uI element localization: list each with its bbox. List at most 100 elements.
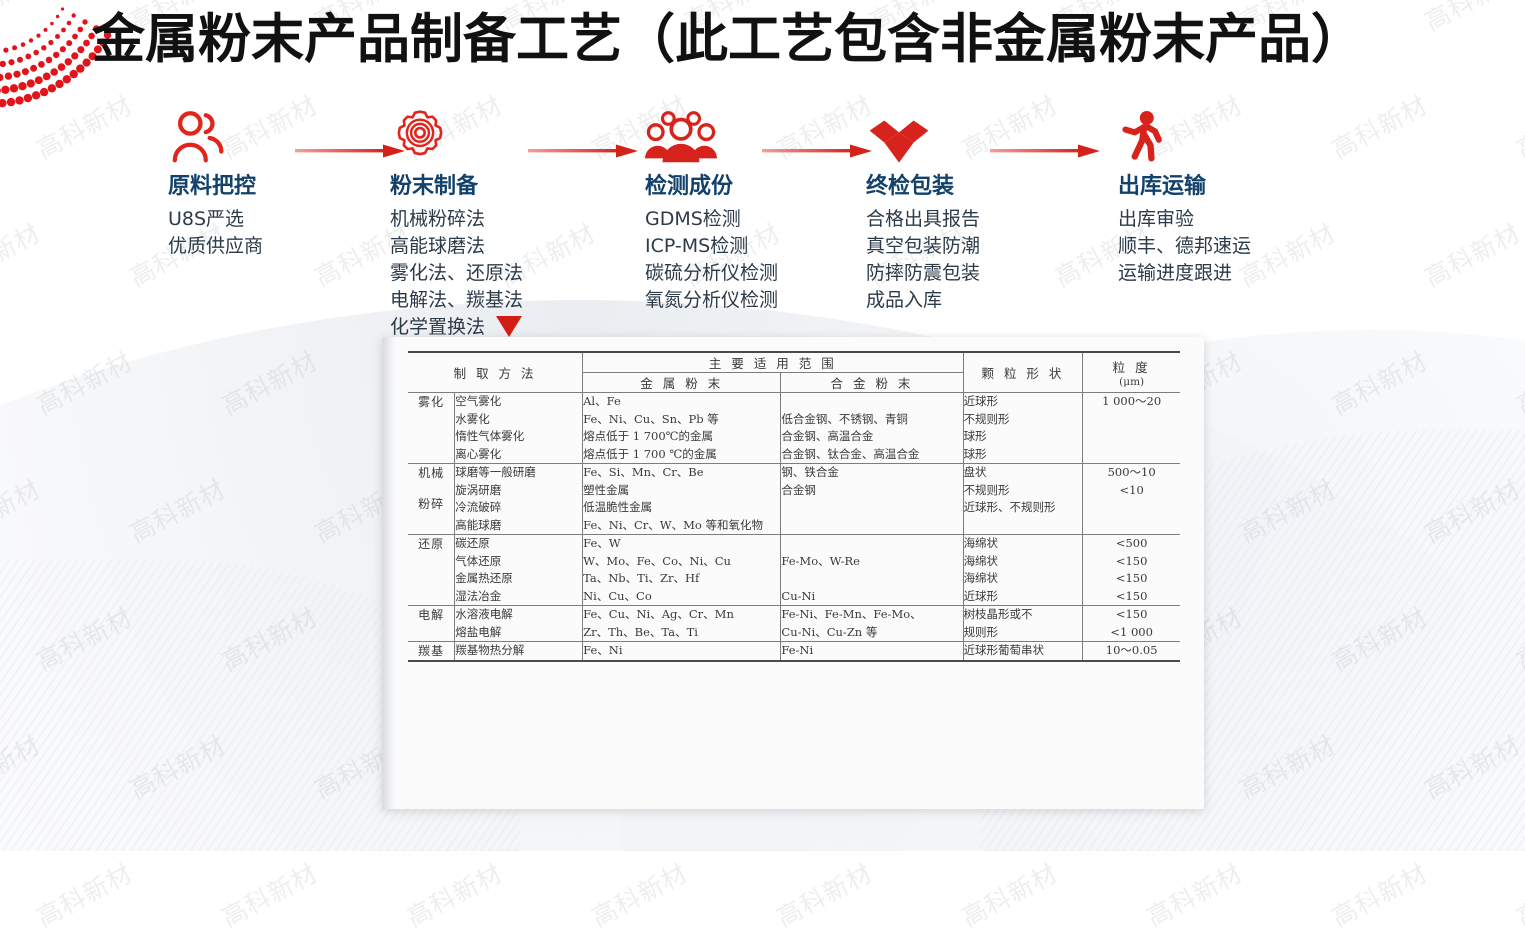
cell-line: 低温脆性金属 bbox=[583, 500, 653, 514]
step-line: 成品入库 bbox=[866, 289, 943, 311]
process-step-5[interactable]: 出库运输 出库审验 顺丰、德邦速运 运输进度跟进 bbox=[1118, 108, 1328, 287]
cell-line: Fe、W bbox=[583, 536, 621, 550]
step-line: 运输进度跟进 bbox=[1118, 262, 1233, 284]
cell-line: 不规则形 bbox=[963, 411, 1010, 426]
step-line: 合格出具报告 bbox=[866, 208, 981, 230]
process-step-2[interactable]: 粉末制备 机械粉碎法 高能球磨法 雾化法、还原法 电解法、羰基法 化学置换法 bbox=[390, 108, 610, 341]
step-line: 雾化法、还原法 bbox=[390, 262, 524, 284]
watermark-text: 高科新材 bbox=[401, 858, 508, 933]
cell-line: Cu-Ni、Cu-Zn 等 bbox=[781, 624, 878, 639]
watermark-text: 高科新材 bbox=[771, 858, 878, 933]
row-size: <150 <1 000 bbox=[1082, 605, 1180, 642]
step-line: 化学置换法 bbox=[390, 316, 486, 338]
cell-line: 羰基物热分解 bbox=[455, 643, 525, 657]
row-methods: 水溶液电解 熔盐电解 bbox=[454, 605, 583, 642]
row-metal-powder: Al、Fe Fe、Ni、Cu、Sn、Pb 等熔点低于 1 700℃的金属 熔点低于 … bbox=[582, 392, 781, 464]
row-shape: 海绵状 海绵状 海绵状 近球形 bbox=[962, 534, 1083, 606]
step-line: ICP-MS检测 bbox=[645, 235, 749, 257]
step-title: 终检包装 bbox=[866, 174, 955, 199]
step-line: 顺丰、德邦速运 bbox=[1118, 235, 1252, 257]
row-category: 雾化 bbox=[408, 392, 455, 464]
header-size-unit: (μm) bbox=[1119, 376, 1145, 388]
row-category: 羰基 bbox=[408, 641, 455, 662]
cell-line: <1 000 bbox=[1110, 624, 1153, 639]
row-alloy-powder: Fe-Mo、W-Re Cu-Ni bbox=[780, 534, 964, 606]
table-body: 雾化 空气雾化水雾化惰性气体雾化 离心雾化 Al、Fe Fe、Ni、Cu、Sn、Pb 等… bbox=[408, 392, 1180, 662]
cell-line bbox=[781, 570, 962, 588]
row-metal-powder: Fe、Ni bbox=[582, 641, 781, 662]
cell-line: Fe、Cu、Ni、Ag、Cr、Mn bbox=[583, 607, 734, 621]
cell-line: 球形 bbox=[963, 446, 987, 461]
table-row: 雾化 空气雾化水雾化惰性气体雾化 离心雾化 Al、Fe Fe、Ni、Cu、Sn、Pb 等… bbox=[408, 392, 1180, 464]
cell-line: Fe、Si、Mn、Cr、Be bbox=[583, 465, 704, 479]
cell-line: Ni、Cu、Co bbox=[583, 588, 652, 603]
row-methods: 碳还原 气体还原 金属热还原 湿法冶金 bbox=[454, 534, 583, 606]
row-size: <500 <150 <150 <150 bbox=[1082, 534, 1180, 606]
spec-table-card: 制 取 方 法 主 要 适 用 范 围 颗 粒 形 状 粒 度 (μm) 金 属… bbox=[382, 337, 1204, 809]
cell-line: 金属热还原 bbox=[455, 571, 513, 585]
row-alloy-powder: 低合金钢、不锈钢、青铜 合金钢、高温合金 合金钢、钛合金、高温合金 bbox=[780, 392, 964, 464]
cell-line: 气体还原 bbox=[455, 553, 502, 568]
table-row: 还原 碳还原 气体还原 金属热还原 湿法冶金 Fe、W W、Mo、Fe、Co、Ni、Cu Ta… bbox=[408, 534, 1180, 606]
cell-line: 海绵状 bbox=[963, 571, 999, 585]
cell-line: <150 bbox=[1115, 553, 1148, 568]
row-shape: 盘状 不规则形 近球形、不规则形 bbox=[962, 463, 1083, 535]
step-line: 电解法、羰基法 bbox=[390, 289, 524, 311]
step-line: GDMS检测 bbox=[645, 208, 741, 230]
table-row: 机械 粉碎 球磨等一般研磨 旋涡研磨 冷流破碎 高能球磨 Fe、Si、Mn、Cr、Be 塑性金… bbox=[408, 463, 1180, 535]
watermark-text: 高科新材 bbox=[31, 858, 138, 933]
cell-line: 空气雾化 bbox=[455, 394, 502, 408]
row-alloy-powder: Fe-Ni bbox=[780, 641, 964, 662]
gear-icon bbox=[397, 110, 443, 156]
watermark-text: 高科新材 bbox=[216, 858, 323, 933]
row-size: 500～10 <10 bbox=[1082, 463, 1180, 535]
cell-line: 近球形葡萄串状 bbox=[963, 643, 1045, 657]
cell-line: 1 000～20 bbox=[1102, 394, 1162, 408]
cell-line: <150 bbox=[1115, 588, 1148, 603]
cell-line: 10～0.05 bbox=[1105, 643, 1158, 657]
cell-line bbox=[781, 393, 962, 411]
step-line: 碳硫分析仪检测 bbox=[645, 262, 779, 284]
table-header: 制 取 方 法 主 要 适 用 范 围 颗 粒 形 状 粒 度 (μm) 金 属… bbox=[408, 351, 1180, 393]
step-lines: GDMS检测 ICP-MS检测碳硫分析仪检测 氧氮分析仪检测 bbox=[645, 206, 855, 314]
header-shape: 颗 粒 形 状 bbox=[962, 351, 1083, 393]
step-line: U8S严选 bbox=[168, 208, 245, 230]
cell-line: 500～10 bbox=[1107, 465, 1156, 479]
cell-line: 近球形 bbox=[963, 394, 999, 408]
cell-line: 冷流破碎 bbox=[455, 500, 502, 514]
step-lines: 合格出具报告 真空包装防潮 防摔防震包装 成品入库 bbox=[866, 206, 1076, 314]
cell-line: Fe-Ni bbox=[781, 643, 814, 657]
step-line: 氧氮分析仪检测 bbox=[645, 289, 779, 311]
open-box-icon bbox=[869, 120, 929, 163]
row-methods: 羰基物热分解 bbox=[454, 641, 583, 662]
cell-line: Zr、Th、Be、Ta、Ti bbox=[583, 624, 698, 639]
cell-line: 近球形 bbox=[963, 588, 999, 603]
cell-line: 低合金钢、不锈钢、青铜 bbox=[781, 411, 908, 426]
right-arrow-icon bbox=[295, 144, 405, 158]
page-title: 金属粉末产品制备工艺（此工艺包含非金属粉末产品） bbox=[92, 9, 1364, 70]
step-lines: U8S严选 优质供应商 bbox=[168, 206, 378, 260]
cell-line: 惰性气体雾化 bbox=[455, 429, 525, 443]
cell-line: 近球形、不规则形 bbox=[963, 500, 1056, 514]
process-step-4[interactable]: 终检包装 合格出具报告 真空包装防潮 防摔防震包装 成品入库 bbox=[866, 108, 1076, 314]
step-line: 机械粉碎法 bbox=[390, 208, 486, 230]
cell-line: Fe-Ni、Fe-Mn、Fe-Mo、 bbox=[781, 607, 922, 621]
cell-line: 钢、铁合金 bbox=[781, 465, 839, 479]
row-metal-powder: Fe、W W、Mo、Fe、Co、Ni、Cu Ta、Nb、Ti、Zr、Hf Ni、Cu、… bbox=[582, 534, 781, 606]
process-step-3[interactable]: 检测成份 GDMS检测 ICP-MS检测碳硫分析仪检测 氧氮分析仪检测 bbox=[645, 108, 855, 314]
cell-line: 水雾化 bbox=[455, 411, 490, 426]
group-people-icon bbox=[645, 111, 717, 163]
cell-line: 不规则形 bbox=[963, 482, 1010, 497]
cell-line: 离心雾化 bbox=[455, 446, 502, 461]
cell-line: 水溶液电解 bbox=[455, 607, 513, 621]
row-category: 机械 粉碎 bbox=[408, 463, 455, 535]
row-shape: 树枝晶形或不 规则形 bbox=[962, 605, 1083, 642]
header-metal-powder: 金 属 粉 末 bbox=[582, 372, 781, 393]
step-title: 检测成份 bbox=[645, 174, 734, 199]
cell-line: 熔点低于 1 700 ℃的金属 bbox=[583, 446, 717, 461]
cell-line: 合金钢 bbox=[781, 482, 816, 497]
powder-preparation-table: 制 取 方 法 主 要 适 用 范 围 颗 粒 形 状 粒 度 (μm) 金 属… bbox=[408, 351, 1180, 662]
process-step-1[interactable]: 原料把控 U8S严选 优质供应商 bbox=[168, 108, 378, 260]
cell-line: 海绵状 bbox=[963, 536, 999, 550]
cell-line: 湿法冶金 bbox=[455, 588, 502, 603]
